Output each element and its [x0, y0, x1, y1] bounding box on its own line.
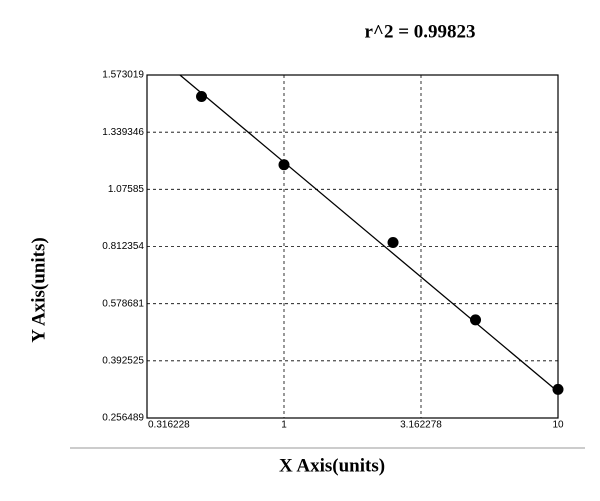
y-tick-label: 0.392525 — [102, 355, 144, 366]
x-tick-label: 10 — [552, 420, 564, 431]
data-point — [552, 383, 564, 395]
y-tick-label: 1.573019 — [102, 70, 144, 81]
data-point — [387, 236, 399, 248]
y-tick-label: 1.07585 — [108, 184, 145, 195]
fit-line — [179, 74, 559, 393]
x-tick-label: 3.162278 — [400, 420, 442, 431]
data-point — [470, 314, 482, 326]
x-axis-label: X Axis(units) — [279, 455, 385, 476]
x-tick-label: 0.316228 — [148, 420, 190, 431]
y-tick-label: 1.339346 — [102, 127, 144, 138]
y-tick-label: 0.578681 — [102, 298, 144, 309]
y-tick-label: 0.812354 — [102, 241, 144, 252]
data-point — [278, 159, 290, 171]
y-tick-label: 0.256489 — [102, 413, 144, 424]
x-tick-label: 1 — [281, 420, 287, 431]
y-axis-label: Y Axis(units) — [28, 237, 49, 342]
annotation: r^2 = 0.99823 — [364, 21, 475, 42]
data-point — [196, 91, 208, 103]
